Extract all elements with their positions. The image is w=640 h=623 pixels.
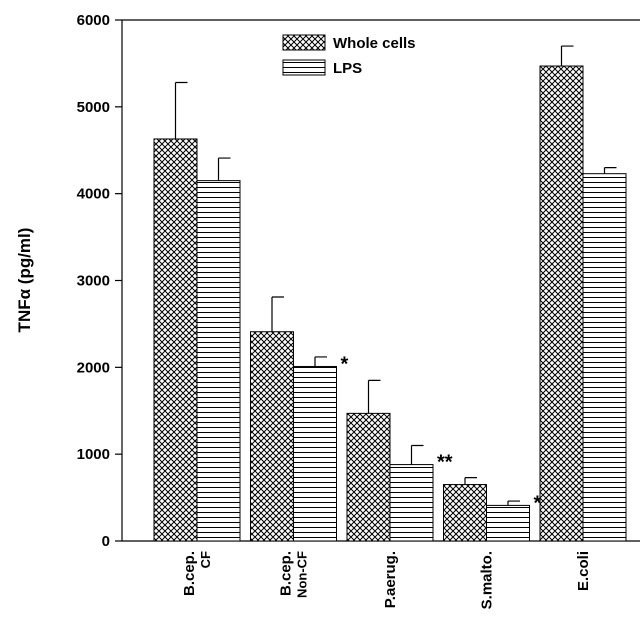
x-tick-label: S.malto. (479, 551, 496, 609)
y-tick-label: 6000 (77, 12, 110, 29)
significance-label: * (341, 353, 349, 375)
error-bar (560, 45, 574, 67)
bar (443, 484, 487, 542)
y-tick-label: 5000 (77, 99, 110, 116)
x-tick-label: Non-CF (295, 551, 310, 598)
legend-swatch (282, 34, 326, 51)
bar (486, 504, 530, 542)
significance-label: ** (437, 452, 453, 474)
y-axis-title: TNFα (pg/ml) (15, 228, 34, 333)
error-bar (314, 356, 327, 367)
y-tick-label: 1000 (77, 446, 110, 463)
bar (346, 412, 391, 542)
bar (539, 65, 584, 542)
bar (250, 331, 294, 542)
x-tick-label: P.aerug. (382, 551, 399, 608)
error-bar (217, 157, 231, 181)
error-bar (507, 500, 520, 506)
legend-label: LPS (333, 60, 362, 77)
x-tick-label: CF (198, 551, 213, 568)
x-tick-label: B.cep. (181, 551, 198, 596)
legend-label: Whole cells (333, 35, 416, 52)
error-bar (410, 444, 424, 465)
y-tick-label: 2000 (77, 359, 110, 376)
bar (389, 464, 434, 542)
bar (153, 138, 198, 542)
error-bar (174, 81, 188, 139)
bar (293, 365, 337, 542)
x-tick-label: E.coli (575, 551, 592, 591)
error-bar (603, 167, 617, 174)
error-bar (271, 296, 284, 332)
error-bar (464, 477, 477, 485)
error-bar (367, 379, 381, 414)
y-tick-label: 0 (102, 533, 110, 550)
bar (196, 180, 241, 542)
bar (582, 173, 627, 542)
y-tick-label: 3000 (77, 273, 110, 290)
legend-swatch (282, 59, 326, 76)
y-tick-label: 4000 (77, 186, 110, 203)
x-tick-label: B.cep. (278, 551, 295, 596)
